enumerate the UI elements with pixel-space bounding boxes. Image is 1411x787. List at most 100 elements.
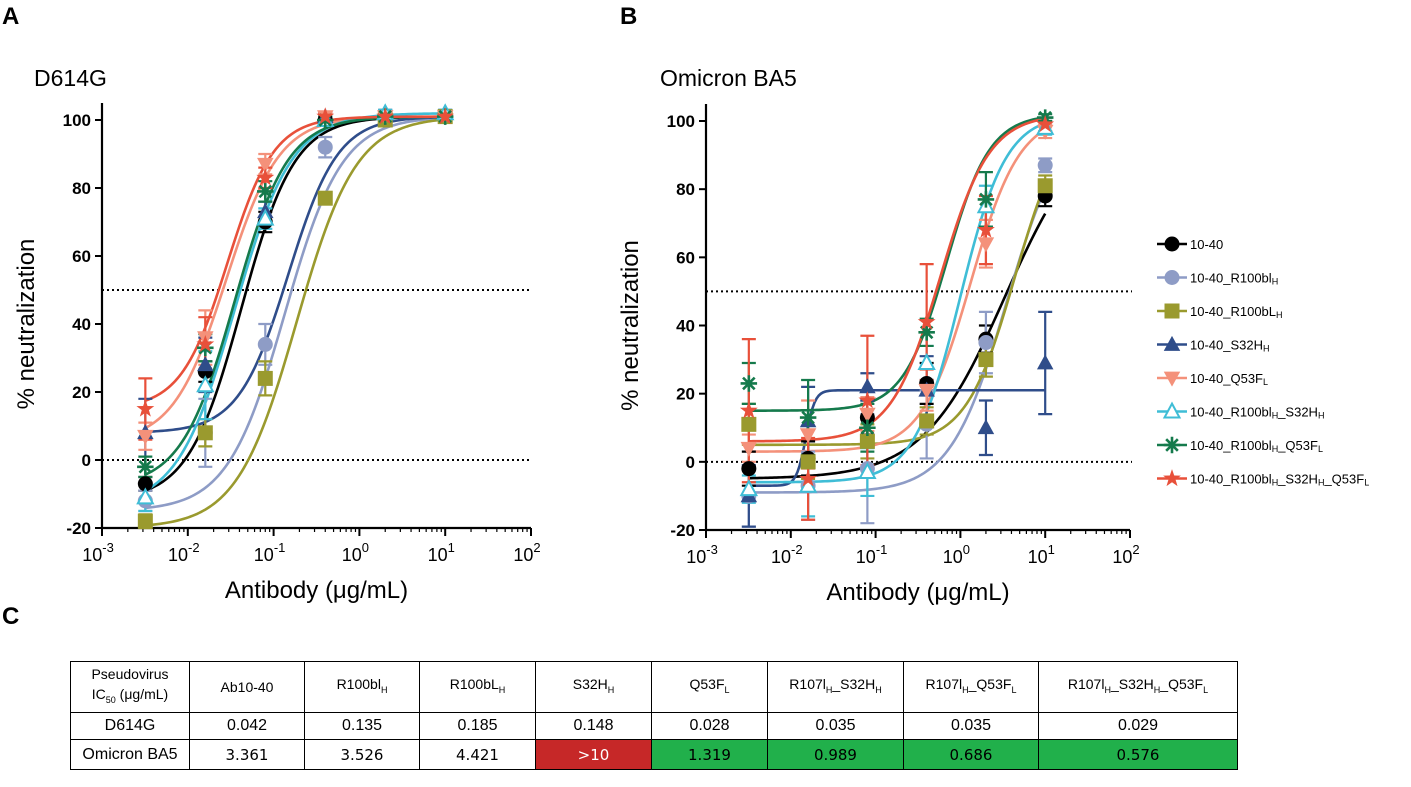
chart1-point-s5 (740, 441, 758, 457)
chart1-fit-curve-s3 (748, 183, 1047, 447)
chart0-x-tick-label: 10-1 (254, 540, 286, 565)
chart1-point-s3 (800, 454, 816, 470)
legend-marker-s8 (1163, 469, 1181, 487)
chart0-point-s7 (137, 458, 154, 476)
x-tick-exponent: -1 (876, 542, 888, 557)
chart0-point-s6 (196, 375, 215, 393)
x-tick-base: 10 (513, 545, 533, 565)
chart0-fit-curve-s7 (144, 115, 446, 476)
chart0-y-tick-label: 60 (72, 247, 91, 266)
legend-marker-s6 (1162, 401, 1182, 419)
table-cell: 0.185 (419, 712, 536, 740)
chart1-x-tick-label: 101 (1028, 542, 1055, 567)
table-cell: 0.135 (304, 712, 420, 740)
column-header: Q53FL (651, 661, 768, 713)
x-tick-exponent: 1 (1048, 542, 1055, 557)
table-corner-cell: Pseudovirus IC50 (μg/mL) (70, 661, 190, 713)
table-cell: 3.526 (304, 739, 420, 770)
chart1-point-s8 (1036, 115, 1055, 132)
chart1-point-s6 (917, 353, 936, 370)
chart1-point-s3 (859, 433, 875, 449)
column-header: R107lH_Q53FL (903, 661, 1039, 713)
table-cell: 0.035 (767, 712, 904, 740)
legend-text: 10-40 (1190, 237, 1223, 252)
chart1-point-s8 (739, 401, 758, 419)
legend-subscript: L (1263, 377, 1268, 387)
chart1-fit-curve-s4 (748, 388, 1046, 487)
panel-b-letter: B (620, 3, 637, 30)
chart0-fit-curve-s1 (144, 115, 446, 492)
x-tick-exponent: -2 (188, 540, 200, 555)
chart0-point-s6 (136, 487, 155, 505)
x-tick-base: 10 (168, 545, 188, 565)
legend-text: 10-40_R100bl (1190, 405, 1272, 420)
chart1-point-s5 (977, 237, 995, 253)
chart0-point-s8 (376, 107, 395, 125)
panel-a-letter: A (2, 3, 19, 30)
legend-subscript: H (1272, 478, 1279, 488)
chart0-y-tick-label: -20 (66, 519, 91, 538)
chart1-y-tick-label: 60 (676, 248, 695, 267)
chart1-point-s8 (858, 391, 877, 409)
chart1-point-s4 (977, 419, 995, 435)
legend-text: 10-40_R100bl (1190, 472, 1272, 487)
legend-text: 10-40_S32H (1190, 338, 1263, 353)
x-tick-exponent: 2 (1132, 542, 1139, 557)
chart1-fit-curve-s2 (748, 188, 1047, 494)
corner-line1: Pseudovirus (91, 666, 169, 683)
header-text: S32H (572, 676, 608, 693)
chart0-point-s8 (196, 335, 215, 352)
table-row: Omicron BA5 3.361 3.526 4.421 >10 1.319 0.989… (70, 739, 1238, 770)
x-tick-base: 10 (1028, 547, 1048, 567)
legend-marker-s3 (1164, 303, 1180, 319)
panel-c-letter: C (2, 603, 19, 630)
chart0-point-s3 (257, 370, 273, 386)
chart1-fit-curve-s7 (748, 115, 1046, 412)
chart1-y-tick-label: 20 (676, 385, 695, 404)
legend: 10-4010-40_R100blH10-40_R100bLH10-40_S32… (1157, 236, 1369, 488)
legend-label-s5: 10-40_Q53FL (1190, 371, 1268, 387)
header-text: R107l (789, 676, 826, 693)
table-row: D614G 0.042 0.135 0.185 0.148 0.028 0.035 0.03… (70, 712, 1238, 740)
legend-subscript: H (1318, 411, 1325, 421)
chart0-y-tick-label: 40 (72, 315, 91, 334)
header-text: Q53F (689, 676, 725, 693)
table-cell: 0.029 (1038, 712, 1238, 740)
chart1-point-s4 (1036, 354, 1054, 370)
column-header: R100blH (304, 661, 420, 713)
panel-b-title: Omicron BA5 (660, 65, 797, 91)
legend-subscript: H (1263, 344, 1270, 354)
row-label-d614g: D614G (70, 712, 190, 740)
legend-marker-s7 (1163, 436, 1181, 454)
x-tick-exponent: -3 (706, 542, 718, 557)
table-cell: 4.421 (419, 739, 536, 770)
chart1-point-s5 (918, 383, 935, 399)
chart0-point-s8 (316, 107, 335, 125)
chart1-point-s8 (917, 312, 936, 330)
chart1-y-axis-label: % neutralization (617, 240, 644, 411)
chart1-point-s3 (1037, 178, 1053, 194)
chart1-point-s4 (859, 378, 876, 394)
header-text: R100bl (336, 676, 381, 693)
chart0-y-tick-label: 80 (72, 179, 91, 198)
chart1-point-s5 (799, 428, 817, 444)
x-tick-base: 10 (254, 545, 274, 565)
header-text: Ab10-40 (220, 679, 274, 695)
x-tick-exponent: 1 (448, 540, 455, 555)
chart1-x-axis-label: Antibody (μg/mL) (826, 579, 1009, 606)
header-text: _Q53F (968, 676, 1012, 693)
chart1-point-s8 (977, 220, 995, 238)
chart0-point-s6 (256, 208, 275, 226)
chart0-point-s5 (257, 157, 274, 173)
header-text: _S32H (1110, 676, 1154, 693)
legend-text: _Q53F (1277, 438, 1318, 453)
column-header: R107lH_S32HH_Q53FL (1038, 661, 1238, 713)
legend-marker-s2 (1164, 270, 1180, 285)
chart1-x-tick-label: 100 (943, 542, 970, 567)
table-cell: 0.576 (1038, 739, 1238, 770)
chart0-point-s7 (257, 183, 274, 200)
header-subscript: H (607, 684, 615, 695)
table-cell: 0.028 (651, 712, 768, 740)
